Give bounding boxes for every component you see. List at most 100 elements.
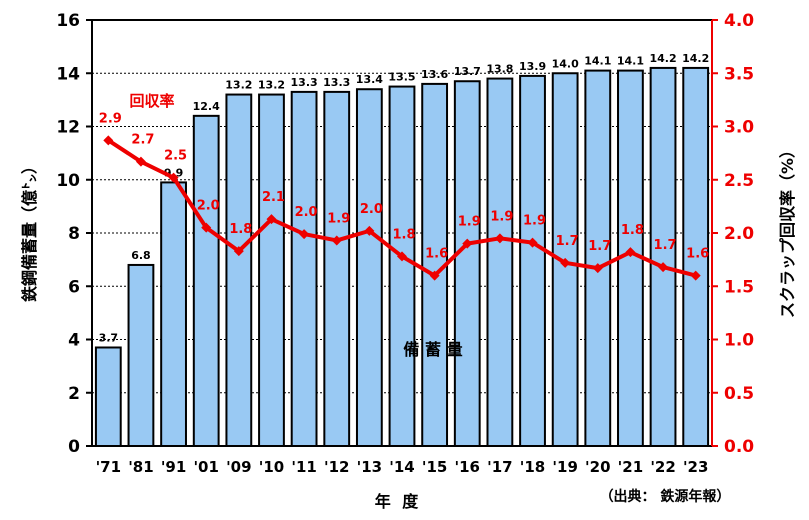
line-value-label: 2.0 [295, 205, 318, 220]
line-point [103, 135, 114, 146]
bar [388, 85, 416, 447]
line-value-label: 1.8 [229, 222, 252, 237]
y2-tick-label: 1.0 [724, 331, 754, 351]
x-tick-label: '21 [618, 458, 643, 476]
bar [649, 66, 677, 448]
bar-value-label: 13.7 [454, 65, 481, 78]
bar-value-label: 13.6 [421, 68, 448, 81]
bar-labels: 3.76.89.912.413.213.213.313.313.413.513.… [99, 52, 710, 345]
line-point [331, 235, 342, 246]
x-tick-label: '23 [683, 458, 708, 476]
line-point [429, 270, 440, 281]
y-tick-label: 16 [56, 11, 80, 31]
y-tick-label: 4 [68, 331, 80, 351]
bar [258, 93, 285, 448]
bar-value-label: 13.2 [258, 79, 285, 92]
y2-tick-label: 1.5 [724, 277, 754, 297]
x-tick-label: '01 [193, 458, 218, 476]
bar [160, 181, 187, 447]
x-tick-label: '11 [291, 458, 316, 476]
source-note: （出典： 鉄源年報） [600, 488, 731, 505]
line-value-label: 1.6 [686, 247, 709, 262]
bar-value-label: 12.4 [193, 100, 220, 113]
legend-bar-series: 備 蓄 量 [403, 340, 462, 359]
bar [486, 77, 514, 447]
y-tick-label: 0 [68, 437, 80, 457]
y-tick-label: 6 [68, 277, 80, 297]
bar-value-label: 13.2 [225, 79, 252, 92]
x-tick-label: '19 [552, 458, 577, 476]
line-labels: 2.9 2.7 2.5 2.0 1.8 2.1 2.0 1.9 2.0 1.8 1.6 1.9 1.9 1… [99, 111, 709, 261]
line-value-label: 2.9 [99, 111, 122, 126]
line-value-label: 1.7 [588, 239, 611, 254]
line-value-label: 2.0 [197, 199, 220, 214]
bar-value-label: 13.3 [323, 76, 350, 89]
line-value-label: 1.8 [621, 223, 644, 238]
line-point [592, 263, 603, 274]
x-tick-label: '13 [357, 458, 382, 476]
line-series [103, 135, 701, 281]
line-value-label: 1.9 [458, 215, 481, 230]
line-point [397, 251, 407, 262]
bar [355, 88, 383, 447]
bar-value-label: 14.1 [584, 55, 611, 68]
y2-tick-label: 3.0 [724, 118, 754, 138]
y2-tick-label: 4.0 [724, 11, 754, 31]
bar-value-label: 13.9 [519, 60, 546, 73]
y2-tick-label: 0.5 [724, 384, 754, 404]
line-point [494, 233, 505, 244]
bar [682, 66, 710, 448]
bar [290, 90, 318, 447]
bar-value-label: 6.8 [131, 249, 151, 262]
bar-value-label: 14.1 [617, 55, 644, 68]
line-value-label: 1.6 [425, 247, 448, 262]
bar [127, 263, 155, 448]
y-tick-label: 14 [56, 64, 80, 84]
line-point [266, 214, 277, 225]
line-point [625, 247, 636, 258]
line-value-label: 1.9 [523, 214, 546, 229]
x-tick-label: '22 [650, 458, 675, 476]
bar [192, 114, 220, 447]
y-tick-label: 8 [68, 224, 80, 244]
x-axis-title: 年 度 [375, 492, 422, 511]
line-value-label: 2.7 [131, 133, 154, 148]
x-axis-ticks: '71 '81 '91 '01 '09 '10 '11 '12 '13 '14 '15 '16 '17 '… [96, 458, 709, 476]
y2-axis-title: スクラップ回収率（%） [778, 142, 797, 318]
legend-line-series: 回収率 [129, 92, 174, 110]
bar-value-label: 13.8 [486, 63, 513, 76]
bar [584, 69, 612, 448]
x-tick-label: '09 [226, 458, 251, 476]
x-tick-label: '91 [161, 458, 186, 476]
line-point [658, 262, 669, 273]
bar-value-label: 14.2 [682, 52, 709, 65]
line-point [560, 257, 571, 268]
x-tick-label: '18 [520, 458, 545, 476]
line-value-label: 1.7 [556, 234, 579, 249]
x-tick-label: '12 [324, 458, 349, 476]
y-tick-label: 2 [68, 384, 80, 404]
y2-tick-label: 3.5 [724, 64, 754, 84]
line-value-label: 1.9 [327, 211, 350, 226]
left-axis-ticks: 0 2 4 6 8 10 12 14 16 [56, 11, 92, 457]
x-tick-label: '16 [455, 458, 480, 476]
x-tick-label: '20 [585, 458, 610, 476]
y2-tick-label: 2.5 [724, 171, 754, 191]
line-point [168, 172, 179, 183]
line-point [299, 229, 310, 240]
line-value-label: 2.5 [164, 149, 187, 164]
bar-value-label: 14.0 [552, 57, 579, 70]
y-tick-label: 12 [56, 118, 80, 138]
bar-value-label: 14.2 [649, 52, 676, 65]
line-value-label: 1.8 [392, 227, 415, 242]
line-value-label: 1.9 [490, 209, 513, 224]
x-tick-label: '10 [259, 458, 284, 476]
line-point [690, 270, 701, 281]
bar [323, 90, 351, 447]
x-tick-label: '15 [422, 458, 447, 476]
y-tick-label: 10 [56, 171, 80, 191]
x-tick-label: '17 [487, 458, 512, 476]
line-point [364, 225, 375, 236]
line-point [527, 237, 538, 248]
